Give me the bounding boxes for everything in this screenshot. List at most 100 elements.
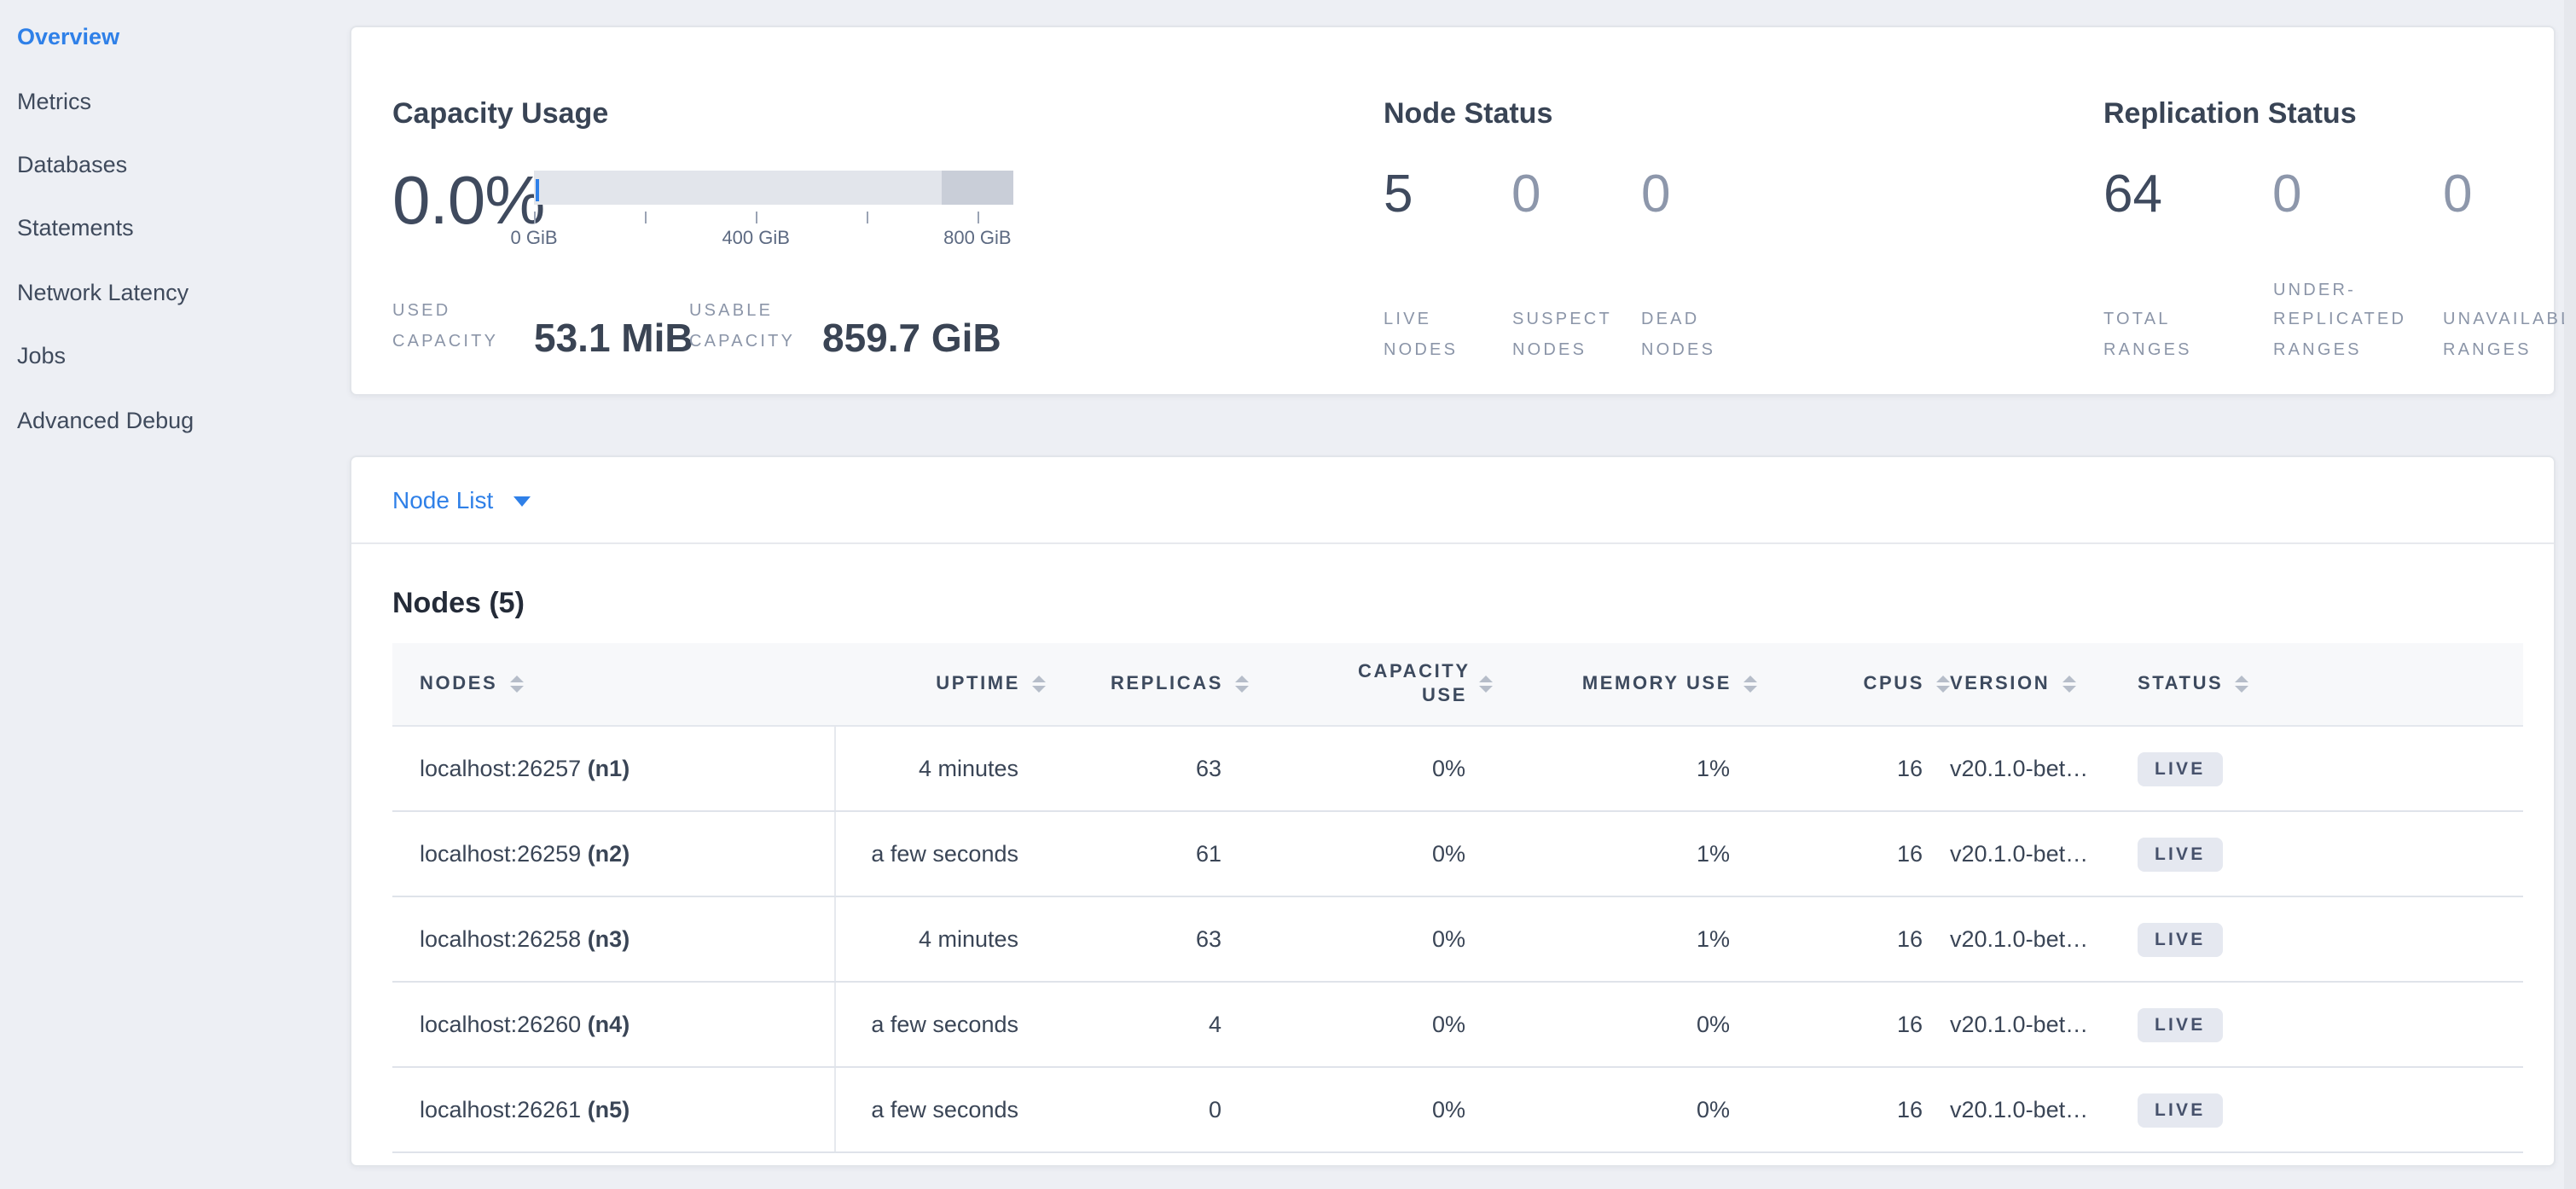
node-replicas: 63 [1046, 726, 1249, 812]
sort-icon[interactable] [2062, 676, 2076, 693]
sidebar-item-overview[interactable]: Overview [17, 24, 120, 50]
column-header-cpus[interactable]: CPUS [1757, 643, 1950, 727]
usable-capacity-label: USABLE CAPACITY [689, 302, 796, 351]
page-scrollbar[interactable] [2564, 0, 2576, 1189]
axis-tick-label: 400 GiB [722, 229, 790, 249]
node-address[interactable]: localhost:26259 [420, 841, 582, 867]
status-badge: LIVE [2138, 1093, 2223, 1127]
column-header-replicas[interactable]: REPLICAS [1046, 643, 1249, 727]
node-address[interactable]: localhost:26260 [420, 1012, 582, 1037]
axis-tick [644, 212, 647, 223]
node-capacity-use: 0% [1249, 982, 1493, 1068]
column-header-label: REPLICAS [1110, 674, 1223, 694]
node-capacity-use: 0% [1249, 896, 1493, 983]
node-view-selector[interactable]: Node List [351, 457, 2554, 544]
node-cpus: 16 [1757, 1067, 1950, 1153]
sidebar-item-metrics[interactable]: Metrics [17, 88, 91, 114]
node-replicas: 4 [1046, 982, 1249, 1068]
sort-icon[interactable] [1032, 676, 1046, 693]
unavailable-ranges-label: UNAVAILABLE RANGES [2443, 310, 2576, 359]
sort-icon[interactable] [1936, 676, 1950, 693]
nodes-table-header-row: NODES UPTIME REPLICAS CAPACITY USE [392, 643, 2523, 727]
node-capacity-use: 0% [1249, 1067, 1493, 1153]
column-header-status[interactable]: STATUS [2138, 643, 2523, 727]
sidebar-item-statements[interactable]: Statements [17, 215, 134, 241]
node-version: v20.1.0-bet… [1950, 811, 2138, 897]
node-row-n3[interactable]: localhost:26258 (n3) 4 minutes 63 0% 1% … [392, 896, 2523, 983]
chevron-down-icon [513, 496, 531, 507]
node-row-n5[interactable]: localhost:26261 (n5) a few seconds 0 0% … [392, 1067, 2523, 1153]
sort-icon[interactable] [1743, 676, 1757, 693]
column-header-nodes[interactable]: NODES [392, 643, 834, 727]
status-badge: LIVE [2138, 1007, 2223, 1041]
column-header-label: STATUS [2138, 674, 2224, 694]
node-address[interactable]: localhost:26261 [420, 1097, 582, 1122]
node-row-n2[interactable]: localhost:26259 (n2) a few seconds 61 0%… [392, 811, 2523, 897]
node-memory-use: 1% [1493, 811, 1757, 897]
axis-tick [867, 212, 868, 223]
replication-status-labels: TOTAL RANGES UNDER-REPLICATED RANGES UNA… [2103, 275, 2576, 365]
capacity-usage-title: Capacity Usage [392, 97, 609, 130]
node-memory-use: 0% [1493, 982, 1757, 1068]
column-header-capacity-use[interactable]: CAPACITY USE [1249, 643, 1493, 727]
column-header-label: CAPACITY USE [1358, 662, 1471, 706]
node-capacity-use: 0% [1249, 726, 1493, 812]
cluster-summary-card: Capacity Usage 0.0% 0 GiB 400 GiB 800 Gi… [350, 26, 2576, 396]
suspect-nodes-count: 0 [1511, 164, 1541, 223]
node-id: (n3) [587, 926, 630, 952]
node-memory-use: 1% [1493, 726, 1757, 812]
node-uptime: 4 minutes [834, 726, 1046, 812]
node-cpus: 16 [1757, 982, 1950, 1068]
usable-capacity-value: 859.7 GiB [822, 316, 1001, 360]
status-badge: LIVE [2138, 837, 2223, 871]
node-replicas: 61 [1046, 811, 1249, 897]
axis-tick [756, 212, 758, 223]
node-capacity-use: 0% [1249, 811, 1493, 897]
nodes-card: Node List Nodes (5) NODES UPTIME [350, 455, 2556, 1167]
axis-tick-label: 0 GiB [510, 229, 558, 249]
node-replicas: 0 [1046, 1067, 1249, 1153]
sort-icon[interactable] [1235, 676, 1249, 693]
node-uptime: a few seconds [834, 811, 1046, 897]
column-header-version[interactable]: VERSION [1950, 643, 2138, 727]
replication-status-title: Replication Status [2103, 97, 2357, 130]
node-uptime: 4 minutes [834, 896, 1046, 983]
node-version: v20.1.0-bet… [1950, 896, 2138, 983]
column-header-uptime[interactable]: UPTIME [834, 643, 1046, 727]
dead-nodes-label: DEAD NODES [1641, 310, 1716, 359]
node-uptime: a few seconds [834, 982, 1046, 1068]
column-header-memory-use[interactable]: MEMORY USE [1493, 643, 1757, 727]
node-view-selector-label[interactable]: Node List [392, 486, 494, 513]
node-address[interactable]: localhost:26257 [420, 756, 582, 781]
sidebar-item-network-latency[interactable]: Network Latency [17, 279, 189, 305]
axis-tick-label: 800 GiB [943, 229, 1012, 249]
live-nodes-label: LIVE NODES [1384, 310, 1459, 359]
sidebar-item-databases[interactable]: Databases [17, 151, 128, 177]
node-uptime: a few seconds [834, 1067, 1046, 1153]
node-cpus: 16 [1757, 811, 1950, 897]
node-status-labels: LIVE NODES SUSPECT NODES DEAD NODES [1384, 275, 1770, 365]
sort-icon[interactable] [1479, 676, 1493, 693]
node-cpus: 16 [1757, 726, 1950, 812]
sort-icon[interactable] [509, 676, 524, 693]
under-replicated-ranges-label: UNDER-REPLICATED RANGES [2273, 281, 2407, 359]
dead-nodes-count: 0 [1641, 164, 1671, 223]
node-cpus: 16 [1757, 896, 1950, 983]
node-memory-use: 0% [1493, 1067, 1757, 1153]
node-replicas: 63 [1046, 896, 1249, 983]
live-nodes-count: 5 [1384, 164, 1413, 223]
column-header-label: UPTIME [936, 674, 1020, 694]
status-badge: LIVE [2138, 751, 2223, 786]
node-id: (n5) [587, 1097, 630, 1122]
node-version: v20.1.0-bet… [1950, 1067, 2138, 1153]
total-ranges-label: TOTAL RANGES [2103, 310, 2192, 359]
sidebar-item-jobs[interactable]: Jobs [17, 343, 67, 369]
sort-icon[interactable] [2235, 676, 2249, 693]
sidebar-item-advanced-debug[interactable]: Advanced Debug [17, 407, 194, 433]
node-row-n1[interactable]: localhost:26257 (n1) 4 minutes 63 0% 1% … [392, 726, 2523, 812]
status-badge: LIVE [2138, 922, 2223, 956]
suspect-nodes-label: SUSPECT NODES [1512, 310, 1612, 359]
node-address[interactable]: localhost:26258 [420, 926, 582, 952]
node-row-n4[interactable]: localhost:26260 (n4) a few seconds 4 0% … [392, 982, 2523, 1068]
